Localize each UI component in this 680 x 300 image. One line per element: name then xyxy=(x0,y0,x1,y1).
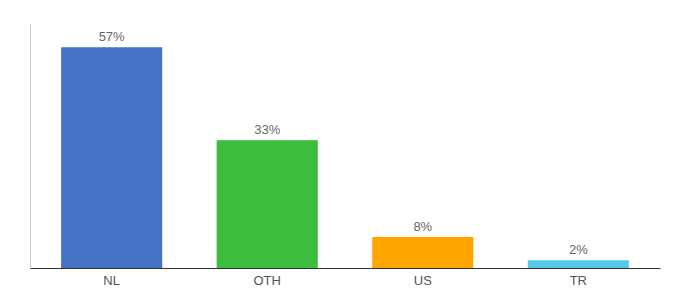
y-axis xyxy=(30,25,31,269)
x-tick: NL xyxy=(103,273,120,288)
x-tick-label: NL xyxy=(103,273,120,288)
x-tick-label: US xyxy=(414,273,432,288)
bar xyxy=(372,237,473,268)
data-label: 33% xyxy=(254,122,280,137)
x-tick-label: OTH xyxy=(253,273,280,288)
x-tick-label: TR xyxy=(570,273,587,288)
x-axis: NL OTH US TR xyxy=(31,269,661,289)
y-axis-line xyxy=(30,25,31,269)
data-labels: 57% 33% 8% 2% xyxy=(99,29,589,257)
x-tick: OTH xyxy=(253,273,280,288)
chart: NL OTH US TR 57% 33% 8% 2% xyxy=(0,0,680,300)
bar xyxy=(217,140,318,268)
plot: NL OTH US TR 57% 33% 8% 2% xyxy=(31,25,661,289)
data-label: 8% xyxy=(413,219,432,234)
chart-container: NL OTH US TR 57% 33% 8% 2% xyxy=(0,0,680,300)
x-tick: TR xyxy=(570,273,587,288)
bar xyxy=(528,260,629,268)
bar xyxy=(61,47,162,268)
data-label: 2% xyxy=(569,242,588,257)
x-tick: US xyxy=(414,273,432,288)
bars xyxy=(61,47,629,268)
x-axis-line xyxy=(31,268,661,269)
data-label: 57% xyxy=(99,29,125,44)
